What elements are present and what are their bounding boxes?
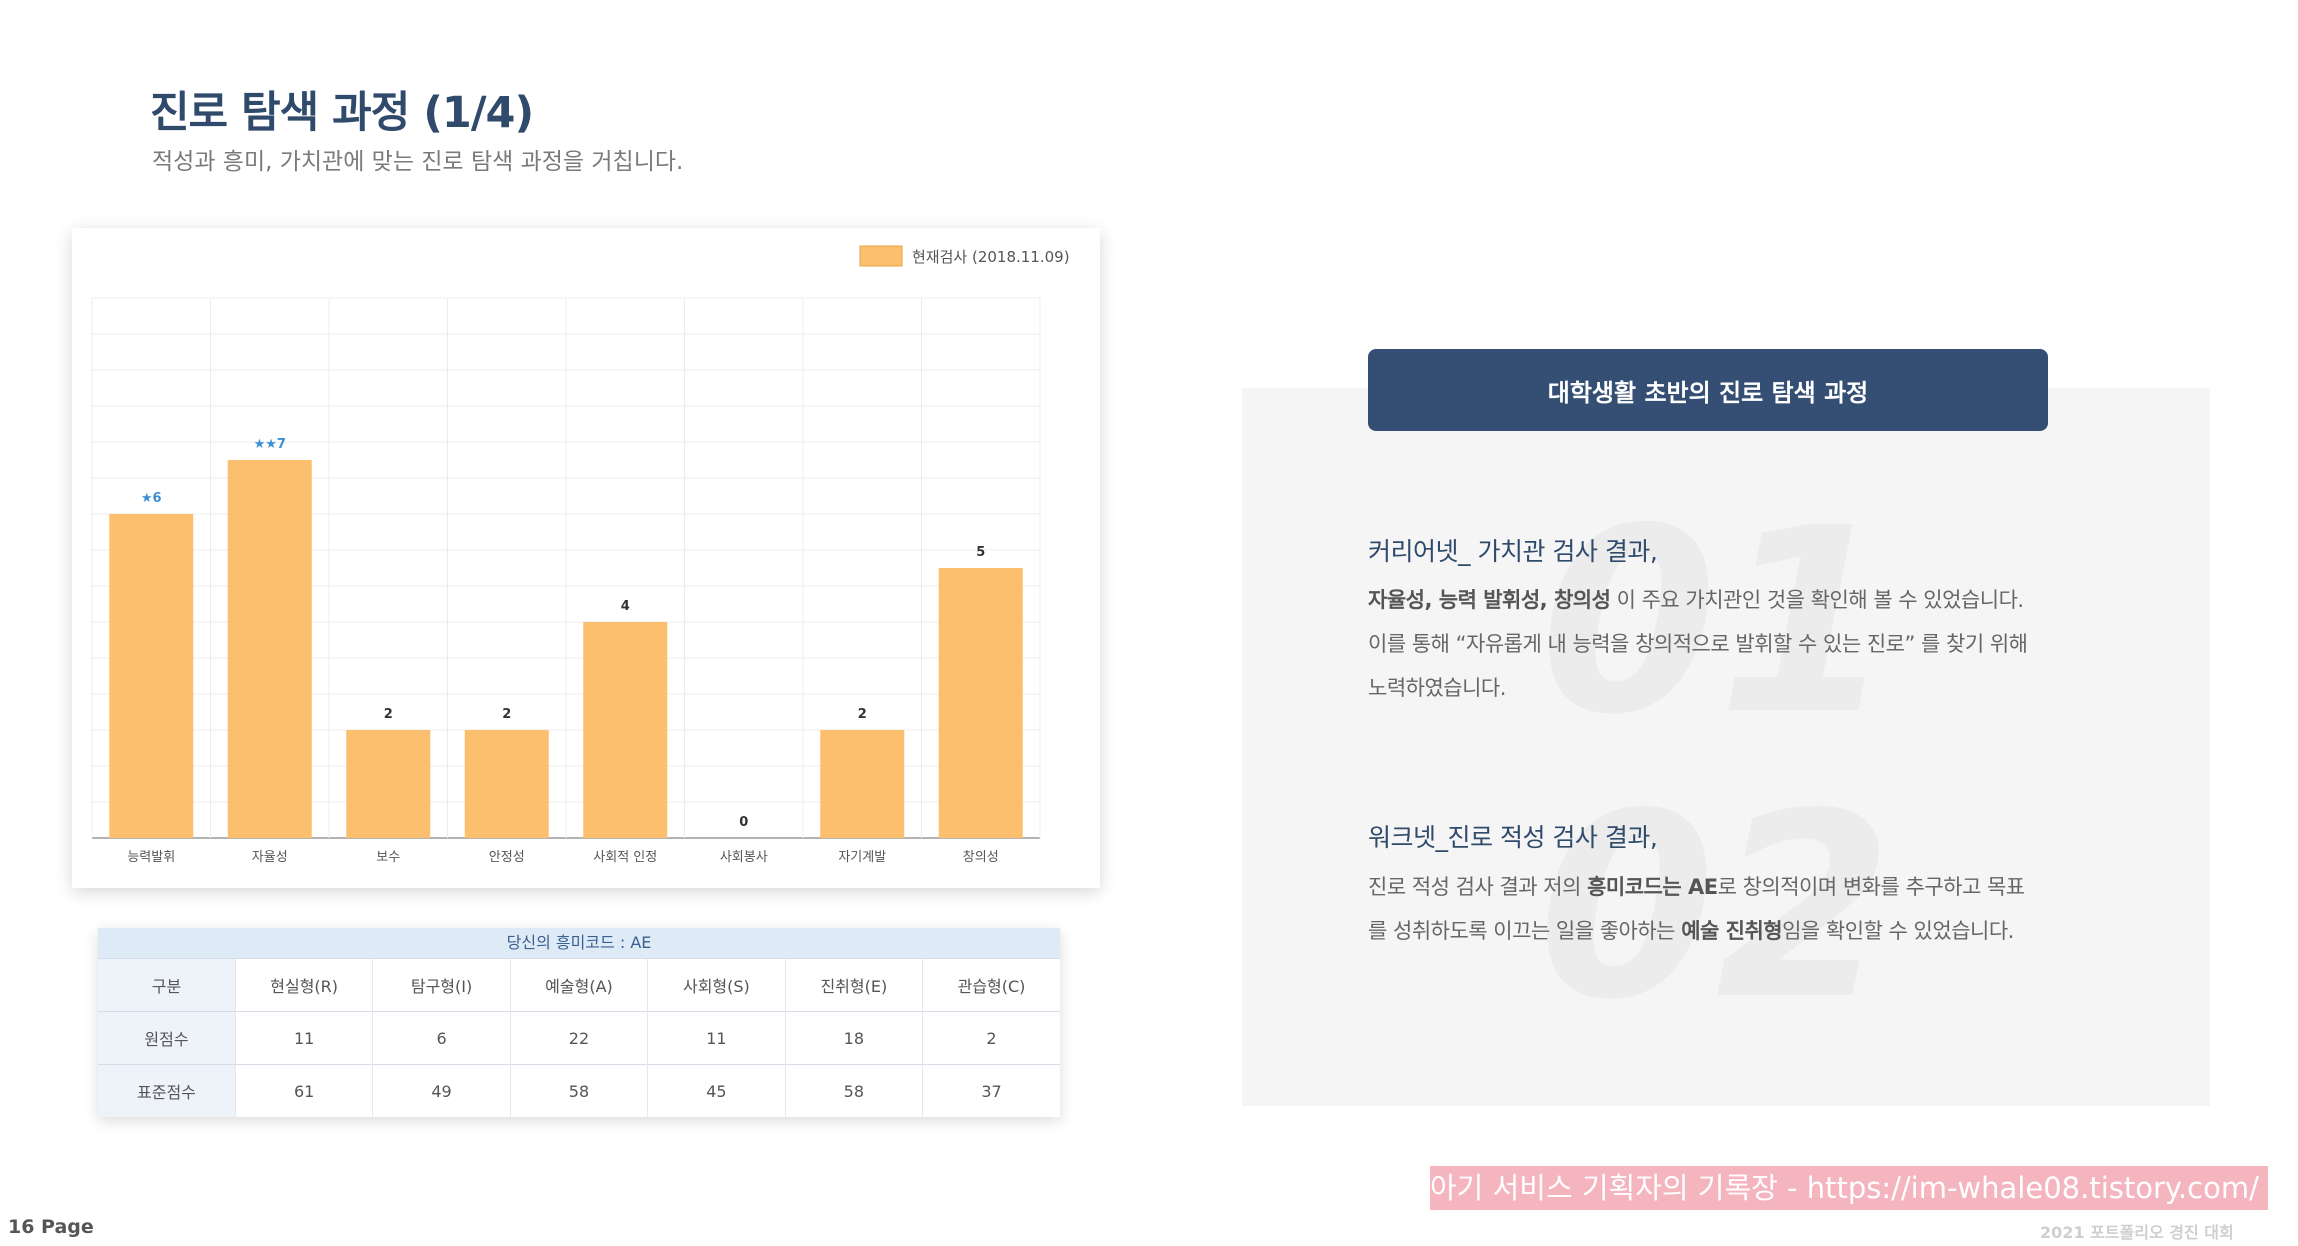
item-title-careernet: 커리어넷_ 가치관 검사 결과, bbox=[1368, 537, 1658, 566]
table-cell: 6 bbox=[372, 1011, 511, 1065]
table-cell: 18 bbox=[784, 1011, 923, 1065]
table-cell: 37 bbox=[922, 1064, 1060, 1117]
body-text: 로 창의적이며 변화를 추구하고 목표 bbox=[1717, 875, 2026, 899]
process-panel bbox=[1242, 388, 2210, 1106]
item-number-02: 02 bbox=[1538, 759, 1893, 1056]
data-label: 5 bbox=[976, 545, 985, 560]
body-bold: 예술 진취형 bbox=[1681, 919, 1783, 943]
table-header-cell: 사회형(S) bbox=[647, 958, 786, 1012]
body-line: 를 성취하도록 이끄는 일을 좋아하는 예술 진취형임을 확인할 수 있었습니다… bbox=[1368, 909, 2025, 953]
x-tick-label: 사회봉사 bbox=[720, 850, 768, 865]
star-icon: ★ bbox=[141, 491, 153, 506]
data-label-value: 0 bbox=[739, 815, 748, 830]
table-cell: 58 bbox=[509, 1064, 648, 1117]
body-bold: 자율성, 능력 발휘성, 창의성 bbox=[1368, 588, 1611, 612]
body-text: 를 성취하도록 이끄는 일을 좋아하는 bbox=[1368, 919, 1682, 943]
data-label: 2 bbox=[384, 707, 393, 722]
blog-watermark: 아기 서비스 기획자의 기록장 - https://im-whale08.tis… bbox=[1430, 1166, 2268, 1210]
values-chart-card: ★6 능력발휘 ★★7 자율성 2 보수 2 안정성 4 사회적 인정 0 사회봉사 2 자기계발 5 창의성… bbox=[72, 228, 1100, 888]
item-title-worknet: 워크넷_진로 적성 검사 결과, bbox=[1368, 823, 1658, 852]
data-label: ★★7 bbox=[254, 437, 286, 452]
data-label: 2 bbox=[502, 707, 511, 722]
bar bbox=[938, 568, 1023, 838]
table-header-row: 구분 현실형(R) 탐구형(I) 예술형(A) 사회형(S) 진취형(E) 관습… bbox=[98, 958, 1060, 1012]
body-bold: 흥미코드는 AE bbox=[1587, 875, 1718, 899]
body-line: 이를 통해 “자유롭게 내 능력을 창의적으로 발휘할 수 있는 진로” 를 찾… bbox=[1368, 632, 2028, 656]
x-tick-label: 창의성 bbox=[963, 850, 999, 865]
data-label-value: 2 bbox=[502, 707, 511, 722]
table-header-cell: 탐구형(I) bbox=[372, 958, 511, 1012]
table-row: 원점수 11 6 22 11 18 2 bbox=[98, 1011, 1060, 1065]
table-cell: 22 bbox=[509, 1011, 648, 1065]
table-header-cell: 구분 bbox=[98, 958, 236, 1012]
table-cell: 49 bbox=[372, 1064, 511, 1117]
contest-label: 2021 포트폴리오 경진 대회 bbox=[2040, 1223, 2234, 1242]
page-title: 진로 탐색 과정 (1/4) bbox=[150, 88, 534, 138]
data-label-value: 4 bbox=[621, 599, 630, 614]
data-label-value: 5 bbox=[976, 545, 985, 560]
data-label: 0 bbox=[739, 815, 748, 830]
x-tick-label: 안정성 bbox=[489, 850, 525, 865]
x-tick-label: 사회적 인정 bbox=[593, 850, 657, 865]
table-cell: 2 bbox=[922, 1011, 1060, 1065]
table-cell: 58 bbox=[784, 1064, 923, 1117]
bar bbox=[820, 730, 905, 838]
body-text: 임을 확인할 수 있었습니다. bbox=[1782, 919, 2014, 943]
x-tick-label: 자율성 bbox=[252, 850, 288, 865]
body-line: 자율성, 능력 발휘성, 창의성 이 주요 가치관인 것을 확인해 볼 수 있었… bbox=[1368, 578, 2027, 622]
data-label-value: 6 bbox=[153, 491, 162, 506]
table-cell: 표준점수 bbox=[98, 1064, 236, 1117]
data-label: 2 bbox=[858, 707, 867, 722]
page-subtitle: 적성과 흥미, 가치관에 맞는 진로 탐색 과정을 거칩니다. bbox=[152, 149, 684, 175]
x-tick-label: 보수 bbox=[376, 850, 400, 865]
body-line: 진로 적성 검사 결과 저의 흥미코드는 AE로 창의적이며 변화를 추구하고 … bbox=[1368, 865, 2025, 909]
bar bbox=[109, 514, 194, 838]
values-bar-chart: ★6 능력발휘 ★★7 자율성 2 보수 2 안정성 4 사회적 인정 0 사회봉사 2 자기계발 5 창의성… bbox=[91, 245, 1070, 865]
table-header-cell: 예술형(A) bbox=[509, 958, 648, 1012]
item-number-01: 01 bbox=[1540, 474, 1895, 771]
star-icon: ★★ bbox=[254, 437, 277, 452]
table-cell: 45 bbox=[647, 1064, 786, 1117]
table-header-cell: 진취형(E) bbox=[784, 958, 923, 1012]
page-number: 16 Page bbox=[8, 1216, 94, 1238]
x-tick-label: 자기계발 bbox=[838, 850, 886, 865]
table-header-cell: 관습형(C) bbox=[922, 958, 1060, 1012]
data-label: 4 bbox=[621, 599, 630, 614]
data-label-value: 2 bbox=[858, 707, 867, 722]
bar bbox=[227, 460, 312, 838]
interest-table-wrapper: 당신의 흥미코드 : AE 구분 현실형(R) 탐구형(I) 예술형(A) 사회… bbox=[98, 928, 1060, 1117]
table-cell: 원점수 bbox=[98, 1011, 236, 1065]
data-label-value: 2 bbox=[384, 707, 393, 722]
legend-swatch bbox=[859, 245, 903, 267]
bar bbox=[346, 730, 431, 838]
table-cell: 11 bbox=[647, 1011, 786, 1065]
body-text: 이 주요 가치관인 것을 확인해 볼 수 있었습니다. bbox=[1610, 588, 2024, 612]
table-cell: 11 bbox=[234, 1011, 373, 1065]
data-label: ★6 bbox=[141, 491, 162, 506]
body-text: 진로 적성 검사 결과 저의 bbox=[1368, 875, 1588, 899]
interest-code-table: 당신의 흥미코드 : AE 구분 현실형(R) 탐구형(I) 예술형(A) 사회… bbox=[98, 928, 1060, 1117]
body-line: 노력하였습니다. bbox=[1368, 676, 1506, 700]
data-label-value: 7 bbox=[277, 437, 286, 452]
item-body-careernet: 자율성, 능력 발휘성, 창의성 이 주요 가치관인 것을 확인해 볼 수 있었… bbox=[1368, 578, 2028, 710]
table-row: 표준점수 61 49 58 45 58 37 bbox=[98, 1064, 1060, 1117]
bar bbox=[583, 622, 668, 838]
item-body-worknet: 진로 적성 검사 결과 저의 흥미코드는 AE로 창의적이며 변화를 추구하고 … bbox=[1368, 865, 2025, 953]
bar bbox=[464, 730, 549, 838]
x-tick-label: 능력발휘 bbox=[127, 850, 175, 865]
panel-header-badge: 대학생활 초반의 진로 탐색 과정 bbox=[1368, 349, 2048, 431]
table-header-cell: 현실형(R) bbox=[234, 958, 373, 1012]
legend-label: 현재검사 (2018.11.09) bbox=[912, 248, 1070, 266]
table-cell: 61 bbox=[234, 1064, 373, 1117]
interest-table-caption: 당신의 흥미코드 : AE bbox=[98, 928, 1060, 958]
